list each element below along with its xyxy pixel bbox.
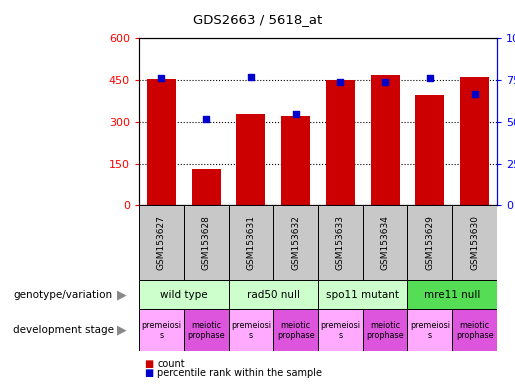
Text: ■: ■	[144, 359, 153, 369]
Bar	[229, 205, 273, 280]
Text: premeiosi
s: premeiosi s	[410, 321, 450, 340]
Text: spo11 mutant: spo11 mutant	[327, 290, 399, 300]
Text: rad50 null: rad50 null	[247, 290, 300, 300]
Bar	[460, 78, 489, 205]
Text: ▶: ▶	[116, 324, 126, 337]
Bar	[415, 96, 444, 205]
Bar	[407, 205, 452, 280]
Bar	[281, 116, 310, 205]
Text: wild type: wild type	[160, 290, 208, 300]
Point	[471, 91, 479, 97]
Bar	[229, 280, 318, 309]
Text: GSM153630: GSM153630	[470, 215, 479, 270]
Text: premeiosi
s: premeiosi s	[320, 321, 360, 340]
Text: count: count	[157, 359, 185, 369]
Text: GSM153633: GSM153633	[336, 215, 345, 270]
Bar	[192, 169, 221, 205]
Point	[381, 79, 389, 85]
Point	[426, 75, 434, 81]
Bar	[147, 79, 176, 205]
Bar	[236, 114, 265, 205]
Text: GSM153628: GSM153628	[202, 215, 211, 270]
Text: GSM153631: GSM153631	[246, 215, 255, 270]
Point	[202, 116, 210, 122]
Bar	[273, 205, 318, 280]
Bar	[229, 309, 273, 351]
Bar	[184, 309, 229, 351]
Point	[291, 111, 300, 117]
Text: GDS2663 / 5618_at: GDS2663 / 5618_at	[193, 13, 322, 26]
Text: GSM153634: GSM153634	[381, 215, 390, 270]
Bar	[363, 309, 407, 351]
Bar	[452, 309, 497, 351]
Text: mre11 null: mre11 null	[424, 290, 480, 300]
Text: meiotic
prophase: meiotic prophase	[187, 321, 225, 340]
Bar	[139, 280, 229, 309]
Text: genotype/variation: genotype/variation	[13, 290, 112, 300]
Text: premeiosi
s: premeiosi s	[142, 321, 181, 340]
Point	[336, 79, 345, 85]
Bar	[139, 205, 184, 280]
Text: GSM153632: GSM153632	[291, 215, 300, 270]
Text: meiotic
prophase: meiotic prophase	[366, 321, 404, 340]
Bar	[407, 309, 452, 351]
Text: meiotic
prophase: meiotic prophase	[456, 321, 493, 340]
Text: GSM153629: GSM153629	[425, 215, 434, 270]
Bar	[326, 80, 355, 205]
Bar	[318, 280, 407, 309]
Bar	[363, 205, 407, 280]
Bar	[452, 205, 497, 280]
Point	[247, 74, 255, 80]
Bar	[184, 205, 229, 280]
Text: ■: ■	[144, 368, 153, 378]
Text: GSM153627: GSM153627	[157, 215, 166, 270]
Text: development stage: development stage	[13, 325, 114, 335]
Text: percentile rank within the sample: percentile rank within the sample	[157, 368, 322, 378]
Bar	[273, 309, 318, 351]
Text: premeiosi
s: premeiosi s	[231, 321, 271, 340]
Bar	[371, 74, 400, 205]
Bar	[318, 309, 363, 351]
Text: meiotic
prophase: meiotic prophase	[277, 321, 315, 340]
Text: ▶: ▶	[116, 288, 126, 301]
Bar	[139, 309, 184, 351]
Bar	[407, 280, 497, 309]
Bar	[318, 205, 363, 280]
Point	[157, 75, 165, 81]
